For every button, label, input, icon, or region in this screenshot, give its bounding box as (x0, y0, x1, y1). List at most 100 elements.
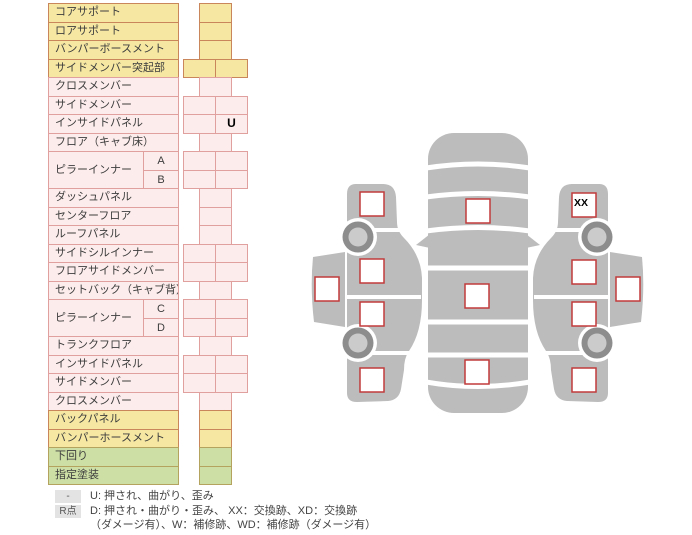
damage-cell[interactable] (215, 243, 248, 263)
damage-cell[interactable] (183, 151, 216, 171)
part-row: バンパーボースメント (48, 40, 258, 60)
damage-cell[interactable] (199, 132, 232, 152)
damage-cell[interactable] (215, 58, 248, 78)
part-label: 指定塗装 (48, 465, 179, 485)
marker-left-upper[interactable] (359, 258, 385, 284)
legend-text: （ダメージ有）、W：補修跡、WD：補修跡（ダメージ有） (90, 519, 377, 531)
part-row: コアサポート (48, 3, 258, 23)
right-mirror (526, 234, 540, 248)
part-row: ロアサポート (48, 21, 258, 41)
part-label: フロア（キャブ床） (48, 132, 179, 152)
part-row: サイドシルインナー (48, 243, 258, 263)
damage-cell[interactable] (199, 21, 232, 41)
part-label: バンパーホースメント (48, 428, 179, 448)
marker-center-roof[interactable] (465, 198, 491, 224)
damage-cell[interactable] (199, 225, 232, 245)
part-label: サイドメンバー (48, 95, 179, 115)
part-label: クロスメンバー (48, 391, 179, 411)
damage-cell[interactable] (215, 151, 248, 171)
legend-row: （ダメージ有）、W：補修跡、WD：補修跡（ダメージ有） (55, 518, 505, 533)
damage-cell[interactable] (183, 169, 216, 189)
part-label: クロスメンバー (48, 77, 179, 97)
damage-cell[interactable] (183, 317, 216, 337)
marker-far-right[interactable] (615, 276, 641, 302)
damage-cell[interactable] (215, 262, 248, 282)
legend-badge-spacer (55, 519, 81, 532)
legend-badge-rpoint: R点 (55, 504, 81, 518)
part-label: トランクフロア (48, 336, 179, 356)
damage-cell[interactable] (183, 243, 216, 263)
damage-cell[interactable] (199, 447, 232, 467)
part-label: サイドシルインナー (48, 243, 179, 263)
damage-cell[interactable] (199, 40, 232, 60)
marker-far-left[interactable] (314, 276, 340, 302)
legend: - U: 押され、曲がり、歪み R点 D: 押され・曲がり・歪み、 XX：交換跡… (55, 489, 505, 533)
part-row: インサイドパネル (48, 354, 258, 374)
left-mirror (416, 234, 430, 248)
damage-cell[interactable] (199, 206, 232, 226)
part-row: ルーフパネル (48, 225, 258, 245)
damage-cell[interactable] (215, 317, 248, 337)
marker-center-rear[interactable] (464, 359, 490, 385)
part-row: フロアサイドメンバー (48, 262, 258, 282)
sub-label: B (143, 169, 179, 189)
damage-cell[interactable] (199, 188, 232, 208)
marker-right-bottom[interactable] (571, 367, 597, 393)
rear-wheel (339, 324, 377, 362)
damage-cell[interactable] (199, 428, 232, 448)
part-label: セットバック（キャブ背） (48, 280, 179, 300)
damage-markers (314, 191, 641, 393)
marker-left-lower[interactable] (359, 301, 385, 327)
top-view (416, 133, 540, 413)
part-label: ピラーインナー (48, 299, 144, 337)
damage-cell[interactable] (199, 3, 232, 23)
part-row-group: ピラーインナー A B (48, 151, 258, 189)
damage-cell[interactable] (199, 280, 232, 300)
damage-cell[interactable] (183, 373, 216, 393)
part-row: セットバック（キャブ背） (48, 280, 258, 300)
legend-row: R点 D: 押され・曲がり・歪み、 XX：交換跡、XD：交換跡 (55, 504, 505, 519)
damage-cell[interactable] (199, 77, 232, 97)
damage-cell[interactable] (199, 391, 232, 411)
car-damage-diagram: XX (311, 133, 646, 413)
legend-badge-minor: - (55, 490, 81, 503)
damage-cell[interactable] (183, 299, 216, 319)
sub-label: A (143, 151, 179, 171)
marker-right-upper[interactable] (571, 259, 597, 285)
part-label: ルーフパネル (48, 225, 179, 245)
part-row: サイドメンバー (48, 373, 258, 393)
damage-cell[interactable] (199, 336, 232, 356)
part-label: コアサポート (48, 3, 179, 23)
marker-left-top[interactable] (359, 191, 385, 217)
part-label: ダッシュパネル (48, 188, 179, 208)
part-row: バンパーホースメント (48, 428, 258, 448)
damage-cell[interactable] (183, 95, 216, 115)
damage-cell[interactable] (215, 95, 248, 115)
legend-text: U: 押され、曲がり、歪み (90, 490, 214, 502)
damage-cell[interactable] (215, 354, 248, 374)
damage-cell[interactable] (183, 262, 216, 282)
part-row: インサイドパネル U (48, 114, 258, 134)
part-label: 下回り (48, 447, 179, 467)
damage-cell[interactable] (215, 299, 248, 319)
damage-cell[interactable] (215, 373, 248, 393)
marker-left-bottom[interactable] (359, 367, 385, 393)
part-label: インサイドパネル (48, 114, 179, 134)
damage-cell[interactable] (199, 465, 232, 485)
part-row: センターフロア (48, 206, 258, 226)
legend-row: - U: 押され、曲がり、歪み (55, 489, 505, 504)
damage-cell[interactable] (199, 410, 232, 430)
part-label: サイドメンバー (48, 373, 179, 393)
damage-cell[interactable] (215, 169, 248, 189)
marker-right-lower[interactable] (571, 301, 597, 327)
part-row-group: ピラーインナー C D (48, 299, 258, 337)
damage-cell[interactable] (183, 58, 216, 78)
part-label: サイドメンバー突起部 (48, 58, 179, 78)
marker-center-mid[interactable] (464, 283, 490, 309)
damage-cell[interactable] (183, 114, 216, 134)
side-view-left (311, 184, 422, 402)
part-row: フロア（キャブ床） (48, 132, 258, 152)
damage-cell[interactable]: U (215, 114, 248, 134)
marker-right-top[interactable] (571, 192, 597, 218)
damage-cell[interactable] (183, 354, 216, 374)
